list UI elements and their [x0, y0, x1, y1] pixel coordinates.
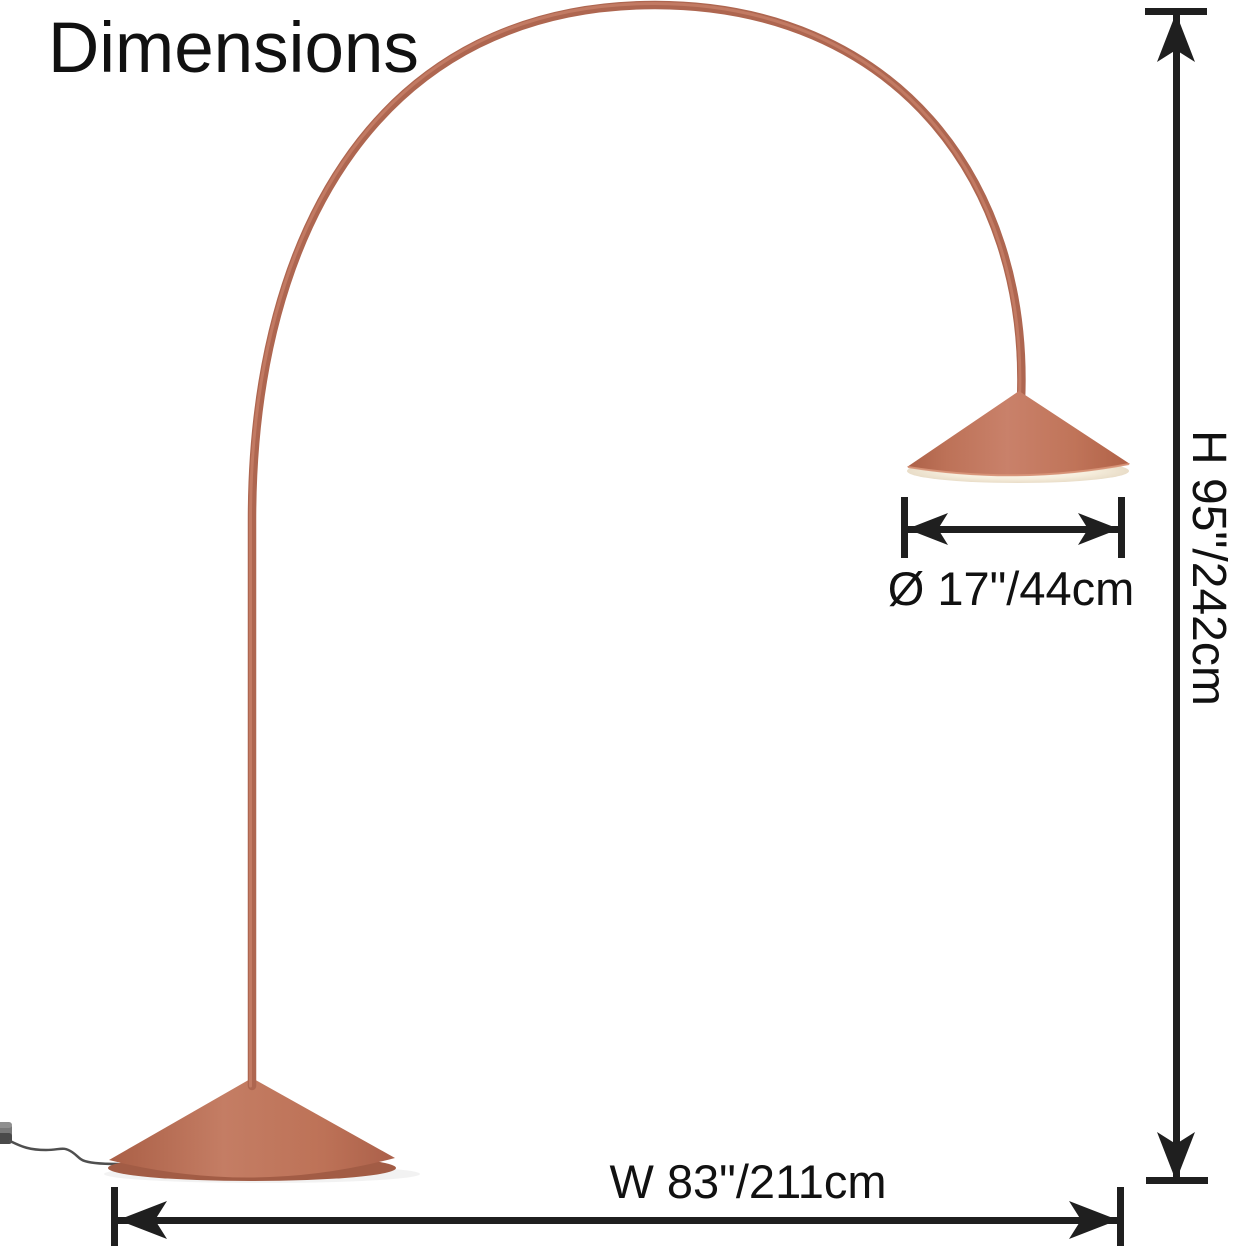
- arc-tube-highlight: [249, 1, 1022, 1088]
- width-dimension-label: W 83"/211cm: [609, 1155, 887, 1208]
- diameter-left-cap: [901, 497, 908, 558]
- height-dimension-line: [1145, 8, 1208, 1184]
- page-title: Dimensions: [48, 9, 419, 88]
- shade-cone: [907, 391, 1130, 476]
- arrow-right-icon: [1069, 1201, 1118, 1239]
- width-line: [118, 1217, 1118, 1224]
- diameter-right-cap: [1118, 497, 1125, 558]
- height-line: [1173, 13, 1180, 1181]
- diameter-line: [907, 526, 1119, 533]
- height-top-cap: [1145, 8, 1207, 15]
- power-plug: [0, 1122, 12, 1144]
- dimension-marks: [111, 8, 1208, 1246]
- width-left-cap: [111, 1187, 118, 1246]
- arrow-right-icon: [1078, 513, 1119, 545]
- arrow-left-icon: [907, 513, 948, 545]
- width-right-cap: [1117, 1187, 1124, 1246]
- width-dimension-line: [111, 1187, 1124, 1246]
- arrow-left-icon: [118, 1201, 167, 1239]
- arrow-up-icon: [1157, 13, 1195, 62]
- height-dimension-label: H 95"/242cm: [1181, 430, 1235, 706]
- base-cone: [109, 1078, 395, 1178]
- shade-diameter-label: Ø 17"/44cm: [887, 562, 1135, 615]
- lamp-illustration: [0, 0, 1130, 1183]
- arrow-down-icon: [1157, 1132, 1195, 1181]
- diameter-dimension-line: [901, 497, 1125, 558]
- power-cord: [8, 1139, 120, 1166]
- shade-rim-highlight: [907, 463, 1130, 477]
